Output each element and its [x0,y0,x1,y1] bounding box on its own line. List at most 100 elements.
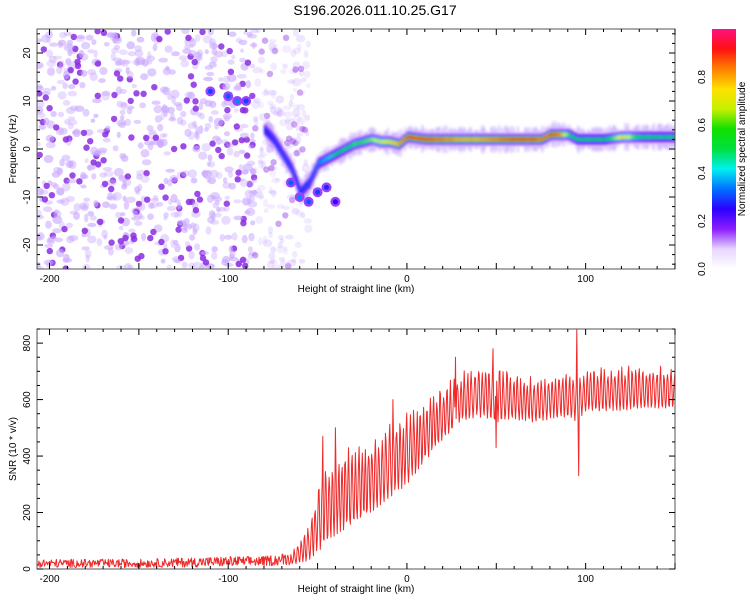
noise-speckle [221,259,230,266]
noise-speckle [253,188,263,198]
noise-speckle [224,166,234,173]
lower-branch-core [332,199,338,205]
noise-speckle [188,43,194,49]
noise-speckle [84,249,92,259]
noise-speckle [150,33,156,42]
noise-speckle [222,75,231,83]
ridge-inner [434,137,437,141]
noise-speckle [196,196,204,203]
noise-speckle [56,61,64,68]
ridge-inner [482,137,485,141]
noise-speckle [168,117,177,122]
noise-speckle [235,260,242,268]
noise-speckle [258,160,264,169]
noise-speckle [109,32,118,38]
noise-speckle [301,109,307,118]
noise-speckle [250,132,255,140]
noise-speckle [274,106,283,114]
noise-speckle [226,143,234,148]
noise-speckle [79,82,86,89]
noise-speckle [187,91,196,100]
noise-speckle [170,211,180,218]
noise-speckle [221,50,229,58]
noise-speckle [166,264,172,269]
noise-speckle [152,134,160,141]
noise-speckle [102,167,113,172]
noise-speckle [244,189,254,198]
noise-speckle [156,35,163,43]
noise-speckle [185,34,192,41]
noise-speckle [240,48,244,53]
ridge-inner [285,158,288,162]
noise-speckle [303,159,309,166]
ridge-inner [598,137,601,141]
noise-speckle [123,201,130,210]
noise-speckle [207,29,214,36]
noise-speckle [67,178,77,184]
ridge-inner [552,133,555,137]
ridge-inner [664,135,667,139]
ridge-inner [544,136,547,140]
noise-speckle [79,202,88,210]
noise-speckle [233,215,243,221]
y-tick-label: 600 [22,391,33,408]
ridge-inner [565,133,568,137]
noise-speckle [180,110,187,118]
noise-speckle [170,193,178,203]
ridge-inner [582,137,585,141]
noise-speckle [101,90,111,97]
ridge-inner [411,136,414,140]
ridge-inner [322,159,325,163]
snr-y-label: SNR (10 * v/v) [8,417,19,481]
noise-speckle [241,169,249,175]
noise-speckle [94,60,102,67]
ridge-inner [326,156,330,160]
noise-speckle [162,194,169,201]
ridge-inner [505,137,508,141]
noise-speckle [242,262,249,269]
noise-speckle [301,163,310,173]
noise-speckle [141,232,147,242]
ridge-inner [284,155,287,159]
ridge-inner [535,137,538,141]
ridge-inner [431,137,434,141]
ridge-inner [272,137,275,141]
ridge-inner [667,135,670,139]
noise-speckle [184,128,192,137]
noise-speckle [229,250,236,258]
noise-speckle [285,135,293,142]
noise-speckle [63,253,70,263]
noise-speckle [119,109,126,116]
noise-speckle [116,131,121,138]
ridge-inner [409,135,412,139]
noise-speckle [53,210,62,218]
ridge-inner [654,135,657,139]
noise-speckle [223,200,230,207]
noise-speckle [80,204,89,212]
noise-speckle [52,55,63,60]
snr-x-ticks: -200 -100 0 100 [40,329,676,585]
noise-speckle [249,141,256,149]
noise-speckle [92,98,102,104]
ridge-inner [585,137,588,141]
ridge-inner [628,135,631,139]
noise-speckle [194,34,201,42]
noise-speckle [112,38,117,44]
noise-speckle [287,136,297,143]
ridge-inner [345,146,348,150]
ridge-inner [461,137,464,141]
ridge-inner [507,137,510,141]
ridge-inner [404,137,407,141]
noise-speckle [269,166,278,171]
ridge-inner [462,137,465,141]
noise-speckle [108,239,115,246]
noise-speckle [80,184,87,189]
ridge-inner [521,137,524,141]
ridge-inner [588,137,591,141]
noise-speckle [158,183,165,190]
ridge-inner [572,135,575,139]
noise-speckle [57,111,65,117]
ridge-inner [402,139,405,142]
noise-speckle [287,117,295,123]
noise-speckle [45,220,52,229]
